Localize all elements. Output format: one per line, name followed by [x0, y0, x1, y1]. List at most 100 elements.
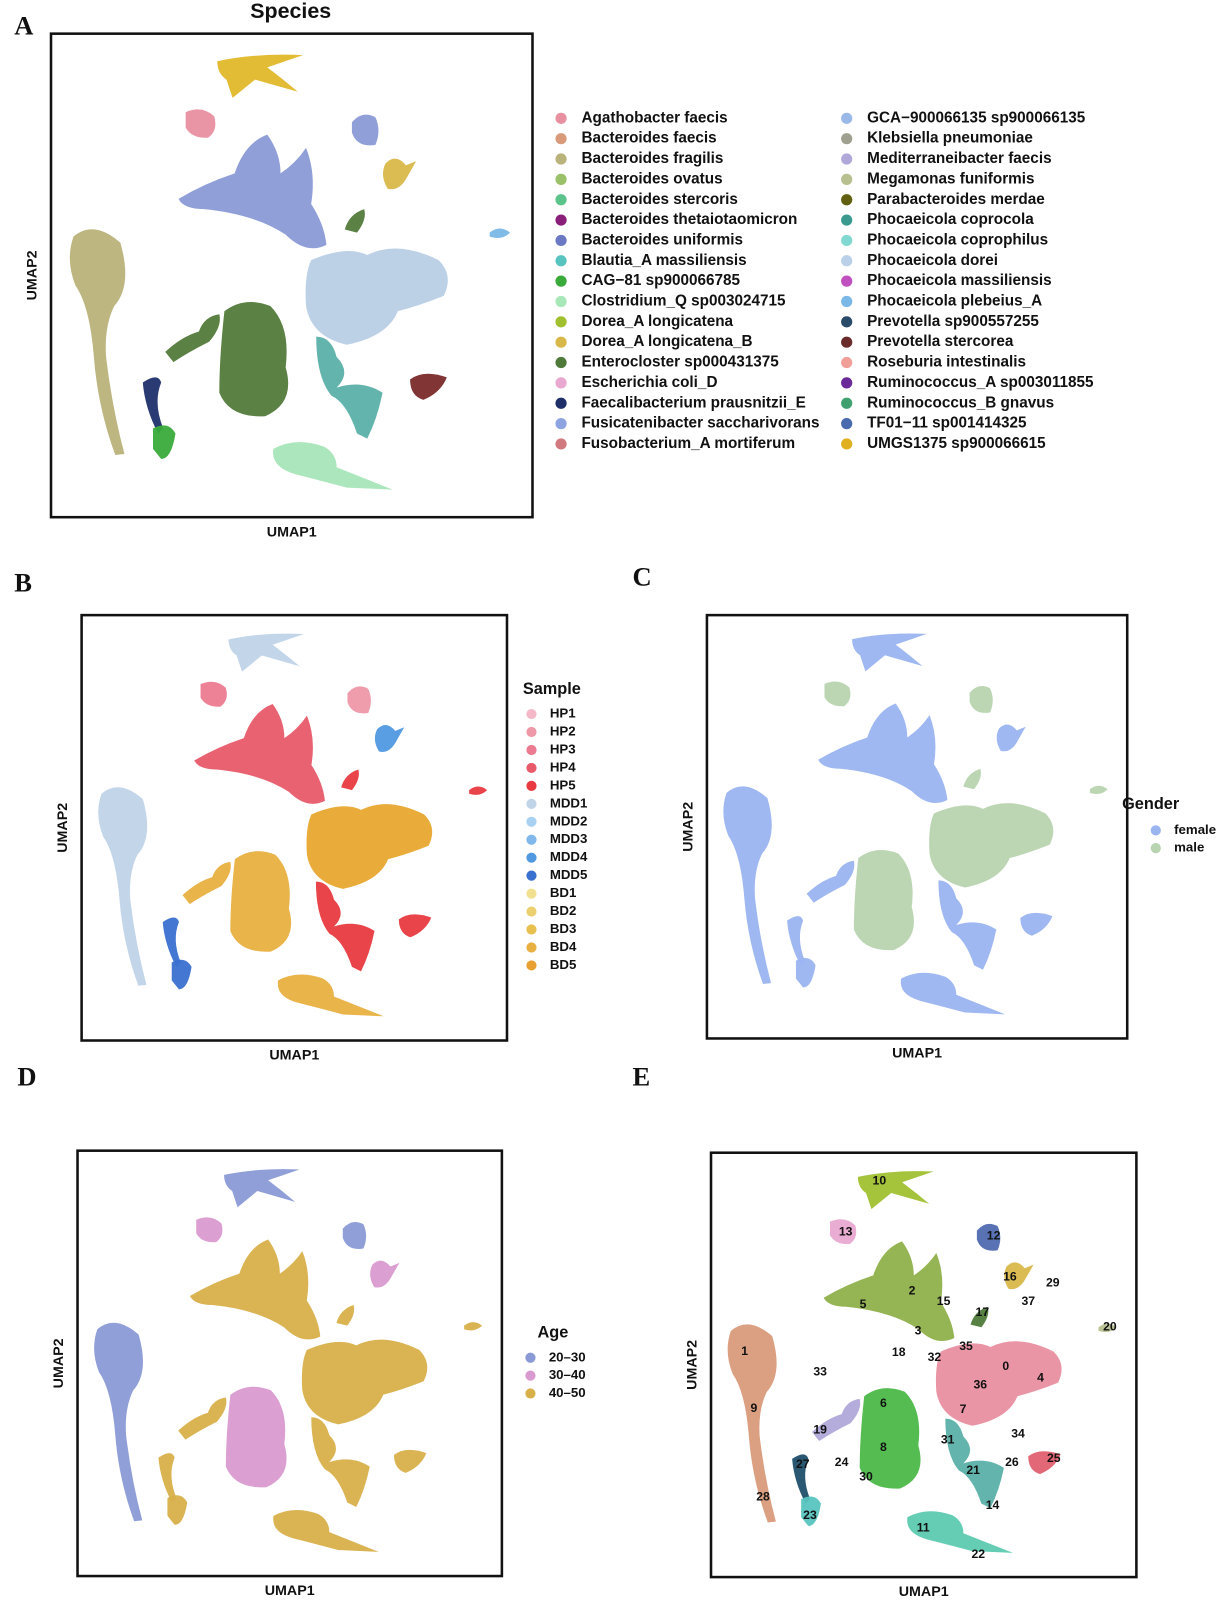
- legend-swatch: [841, 438, 853, 450]
- cluster-blob: [171, 959, 192, 990]
- cluster-blob: [1089, 785, 1108, 795]
- legend-title: Sample: [523, 680, 581, 698]
- cluster-label: 32: [928, 1350, 942, 1364]
- legend-swatch: [526, 834, 537, 845]
- legend-swatch: [555, 316, 567, 328]
- cluster-blob: [370, 1260, 400, 1288]
- cluster-blob: [824, 681, 851, 707]
- cluster-blob: [795, 958, 816, 988]
- umap-clusters: [94, 1169, 483, 1552]
- cluster-blob: [189, 1239, 321, 1340]
- legend-swatch: [526, 960, 537, 971]
- legend-label: 30–40: [549, 1367, 586, 1382]
- legend-label: Bacteroides fragilis: [581, 150, 723, 167]
- cluster-blob: [464, 1322, 483, 1331]
- cluster-label: 14: [986, 1498, 1000, 1512]
- cluster-label: 6: [880, 1396, 887, 1410]
- legend-label: Bacteroides thetaiotaomicron: [581, 211, 797, 228]
- cluster-blob: [829, 1219, 857, 1245]
- cluster-blob: [723, 786, 772, 984]
- cluster-label: 1: [741, 1344, 748, 1358]
- panel: C UMAP1 UMAP2 Gender female male: [632, 562, 1216, 1062]
- cluster-blob: [410, 373, 447, 400]
- legend-label: MDD1: [550, 795, 588, 810]
- legend-swatch: [526, 816, 537, 827]
- cluster-label: 24: [835, 1455, 849, 1469]
- cluster-blob: [996, 724, 1026, 752]
- cluster-label: 8: [880, 1440, 887, 1454]
- legend-swatch: [841, 112, 853, 124]
- cluster-blob: [792, 1454, 811, 1504]
- legend-swatch: [526, 708, 537, 720]
- legend-label: Klebsiella pneumoniae: [867, 130, 1033, 147]
- cluster-blob: [336, 1305, 355, 1326]
- legend-label: Megamonas funiformis: [867, 170, 1034, 187]
- plot-frame: [705, 613, 1129, 1040]
- cluster-label: 10: [873, 1174, 887, 1188]
- cluster-blob: [316, 336, 383, 439]
- cluster-blob: [153, 425, 176, 460]
- cluster-blob: [306, 804, 433, 889]
- cluster-blob: [185, 109, 216, 138]
- legend-swatch: [555, 295, 567, 308]
- legend-label: Bacteroides faecis: [581, 130, 716, 147]
- legend-swatch: [841, 133, 853, 145]
- legend-label: Parabacteroides merdae: [867, 191, 1045, 208]
- cluster-blob: [273, 1510, 379, 1552]
- legend-swatch: [555, 194, 567, 206]
- legend-swatch: [526, 942, 537, 953]
- cluster-blob: [224, 1169, 300, 1208]
- cluster-blob: [727, 1324, 777, 1523]
- legend-label: MDD3: [550, 831, 588, 846]
- cluster-blob: [94, 1322, 143, 1522]
- panel-title: Species: [250, 0, 331, 23]
- cluster-label: 4: [1037, 1370, 1044, 1384]
- cluster-label: 27: [796, 1457, 810, 1471]
- cluster-blob: [398, 914, 432, 938]
- legend-swatch: [526, 906, 537, 917]
- legend-swatch: [526, 744, 537, 756]
- legend-label: Bacteroides ovatus: [581, 170, 722, 187]
- legend-swatch: [555, 112, 567, 124]
- legend-label: UMGS1375 sp900066615: [867, 435, 1046, 452]
- cluster-blob: [347, 686, 371, 714]
- panel: D UMAP1 UMAP2 Age 20–30 30–40 40–50: [17, 1061, 585, 1599]
- cluster-label: 0: [1002, 1359, 1009, 1373]
- cluster-label: 7: [960, 1402, 967, 1416]
- legend-label: Phocaeicola coprocola: [867, 211, 1034, 228]
- cluster-blob: [228, 633, 305, 672]
- cluster-blob: [859, 1388, 921, 1489]
- x-axis-label: UMAP1: [899, 1584, 949, 1600]
- legend-swatch: [526, 924, 537, 935]
- cluster-blob: [165, 314, 220, 363]
- cluster-label: 12: [987, 1229, 1001, 1243]
- cluster-blob: [945, 1418, 1004, 1509]
- y-axis-label: UMAP2: [51, 1338, 67, 1388]
- legend-label: female: [1174, 822, 1216, 837]
- cluster-blob: [818, 703, 948, 803]
- legend-swatch: [555, 214, 567, 226]
- legend-label: Dorea_A longicatena: [581, 313, 733, 330]
- legend-label: CAG−81 sp900066785: [581, 272, 740, 289]
- cluster-blob: [394, 1449, 427, 1473]
- legend-label: HP1: [550, 706, 576, 721]
- cluster-blob: [219, 301, 289, 417]
- cluster-blob: [225, 1386, 287, 1488]
- figure-content: A Species UMAP1 UMAP2 Agathobacter faecis Bac…: [14, 0, 1216, 1600]
- legend-swatch: [526, 852, 537, 863]
- legend-label: Mediterraneibacter faecis: [867, 150, 1051, 167]
- x-axis-label: UMAP1: [267, 524, 317, 540]
- legend-label: 40–50: [549, 1385, 586, 1400]
- y-axis-label: UMAP2: [24, 250, 40, 300]
- legend-swatch: [555, 153, 567, 165]
- cluster-blob: [98, 787, 148, 986]
- cluster-blob: [196, 1217, 223, 1243]
- x-axis-label: UMAP1: [269, 1048, 319, 1064]
- legend-swatch: [841, 173, 853, 185]
- legend-label: Agathobacter faecis: [581, 109, 727, 126]
- cluster-blob: [69, 229, 126, 455]
- cluster-blob: [158, 1453, 177, 1503]
- cluster-blob: [806, 860, 855, 903]
- cluster-blob: [1098, 1323, 1117, 1333]
- cluster-label: 22: [971, 1547, 985, 1561]
